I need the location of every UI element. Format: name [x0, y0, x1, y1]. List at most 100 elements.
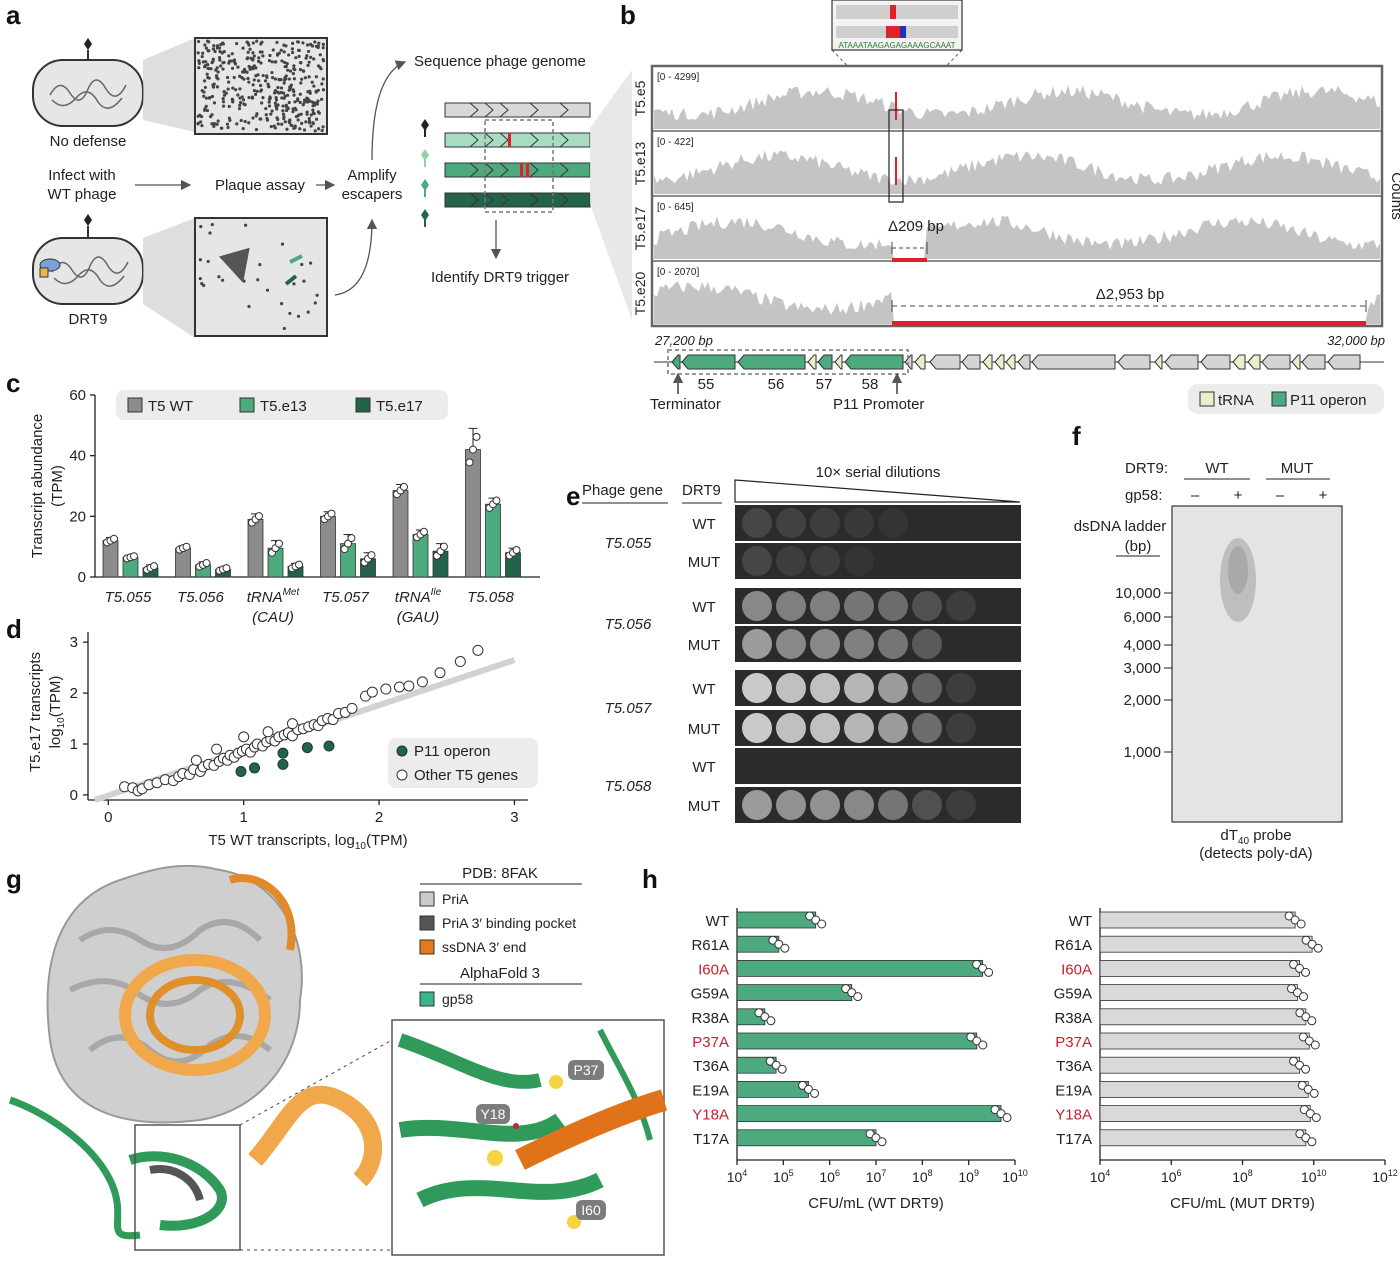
panel-label-f: f [1072, 421, 1081, 451]
spot [946, 713, 976, 743]
bar [1099, 984, 1298, 1001]
plaque-assay-label: Plaque assay [215, 177, 306, 194]
start-bp-label: 27,200 bp [654, 333, 713, 348]
mutation-box [484, 119, 554, 213]
mutant-label: T17A [693, 1131, 729, 1148]
x-tick: 1012 [1372, 1168, 1398, 1185]
gene-row-label: T5.057 [605, 700, 652, 717]
spot [810, 629, 840, 659]
legend-pria: PriA [442, 891, 469, 907]
spot [912, 591, 942, 621]
x-tick: 105 [773, 1168, 794, 1185]
bar [1099, 1032, 1310, 1050]
spot [844, 790, 874, 820]
ladder-tick: 2,000 [1123, 692, 1161, 709]
category-sublabel: (GAU) [397, 609, 440, 626]
plate-row [735, 748, 1021, 784]
drt9-lane-label: DRT9: [1125, 460, 1168, 477]
bar [736, 911, 817, 929]
legend-p11: P11 operon [414, 743, 490, 760]
drt9-row-label: WT [692, 516, 715, 533]
category-label: tRNAMet [247, 587, 301, 606]
gene-number: 57 [816, 376, 833, 393]
mutant-label: Y18A [692, 1107, 729, 1124]
track-name: T5.e5 [632, 80, 648, 116]
plaque-dots-dense [196, 39, 326, 133]
zoom-structure [397, 1028, 668, 1229]
drt9-header: DRT9 [682, 482, 721, 499]
spot [742, 713, 772, 743]
mutant-label: R38A [1054, 1010, 1092, 1027]
bar [736, 1105, 1002, 1122]
mutant-label: WT [706, 913, 729, 930]
y-axis-label: T5.e17 transcripts [27, 652, 44, 772]
category-label: T5.056 [177, 589, 224, 606]
probe-detect-label: (detects poly-dA) [1199, 845, 1312, 862]
lane4-sign: + [1319, 487, 1328, 504]
spot [946, 790, 976, 820]
y-tick: 3 [70, 634, 78, 651]
zoom-box [134, 1124, 241, 1251]
ladder-tick: 10,000 [1115, 585, 1161, 602]
gene-row-label: T5.056 [605, 616, 652, 633]
bar [736, 1129, 877, 1147]
mut-lane-label: MUT [1281, 460, 1314, 477]
cell-drt9 [32, 214, 144, 305]
bar [736, 1081, 809, 1098]
bar [412, 534, 429, 578]
x-tick: 104 [1090, 1168, 1111, 1185]
spot [776, 629, 806, 659]
spot [878, 713, 908, 743]
probe-label: dT40 probe [1220, 827, 1291, 847]
x-tick: 107 [866, 1168, 887, 1185]
point [434, 667, 446, 679]
panel-label-c: c [6, 368, 20, 398]
lane2-sign: + [1234, 487, 1243, 504]
point [277, 758, 289, 770]
ladder-tick: 3,000 [1123, 660, 1161, 677]
spot [776, 790, 806, 820]
y-tick-label: 0 [78, 569, 86, 586]
end-bp-label: 32,000 bp [1327, 333, 1385, 348]
x-tick: 108 [912, 1168, 933, 1185]
panel-label-e: e [566, 481, 580, 511]
track-name: T5.e17 [632, 206, 648, 250]
gp58-lane-label: gp58: [1125, 487, 1163, 504]
plate-row [735, 588, 1021, 624]
spot [810, 790, 840, 820]
mutant-label: T36A [1056, 1058, 1092, 1075]
point [454, 656, 466, 668]
legend-entry: T5 WT [148, 398, 193, 415]
gene-number: 58 [862, 376, 879, 393]
spot [742, 790, 772, 820]
legend-entry: T5.e13 [260, 398, 307, 415]
panel-label-d: d [6, 614, 22, 644]
amplify-label-1: Amplify [347, 167, 397, 184]
spot [844, 508, 874, 538]
legend-gp58: gp58 [442, 991, 473, 1007]
gene-number: 55 [698, 376, 715, 393]
spot [878, 591, 908, 621]
deletion-209-label: Δ209 bp [888, 218, 944, 235]
y-tick: 0 [70, 787, 78, 804]
track-range: [0 - 2070] [657, 267, 699, 278]
spot [742, 591, 772, 621]
spot [810, 591, 840, 621]
residue-p37: P37 [574, 1062, 599, 1078]
legend-trna: tRNA [1218, 392, 1254, 409]
spot [912, 790, 942, 820]
spot [844, 673, 874, 703]
spot [844, 629, 874, 659]
plate-drt9 [194, 217, 328, 337]
x-tick: 1010 [1002, 1168, 1028, 1185]
no-defense-label: No defense [50, 133, 127, 150]
category-sublabel: (CAU) [252, 609, 294, 626]
y-axis-label-2: log10(TPM) [47, 676, 67, 749]
mutant-label: R38A [691, 1010, 729, 1027]
alphafold-label: AlphaFold 3 [460, 965, 540, 982]
category-label: tRNAIle [395, 587, 442, 606]
mutant-label: R61A [1054, 937, 1092, 954]
spot [776, 713, 806, 743]
spot [742, 629, 772, 659]
